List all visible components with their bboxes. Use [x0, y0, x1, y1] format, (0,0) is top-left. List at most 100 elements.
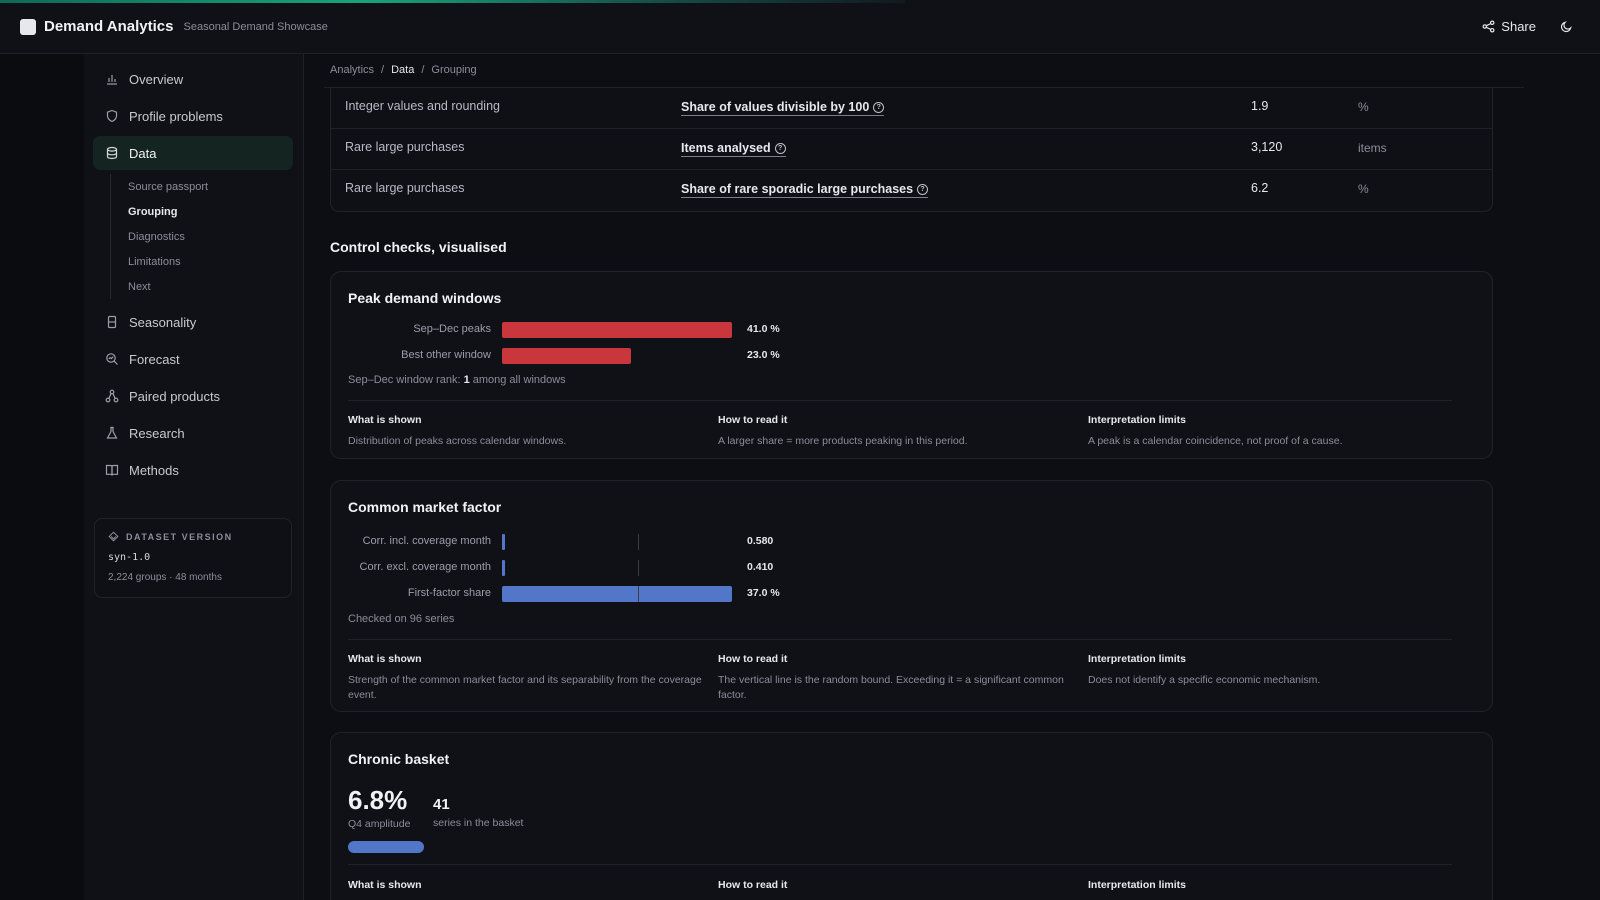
- share-icon: [1482, 20, 1495, 32]
- bar-label: Corr. incl. coverage month: [362, 535, 491, 547]
- sidebar-item-label: Profile problems: [129, 108, 223, 124]
- explain-text: Does not identify a specific economic me…: [1088, 674, 1321, 686]
- layers-icon: [108, 531, 119, 542]
- row-value: 1.9: [1251, 99, 1269, 113]
- dataset-version-label: DATASET VERSION: [126, 531, 233, 542]
- bar-marker: [502, 560, 505, 576]
- help-icon[interactable]: ?: [917, 183, 929, 195]
- explanation-row: What is shown Distribution of peaks acros…: [348, 414, 1458, 449]
- dataset-version-value: syn-1.0: [108, 552, 151, 563]
- explain-heading: What is shown: [348, 879, 422, 891]
- table-row: Integer values and rounding Share of val…: [331, 88, 1492, 129]
- metric-link[interactable]: Share of values divisible by 100?: [681, 100, 885, 116]
- explanation-row: What is shown How to read it Interpretat…: [348, 879, 1458, 899]
- sidebar-item-label: Paired products: [129, 388, 221, 404]
- bar-row: Best other window 23.0 %: [331, 347, 931, 365]
- explain-heading: Interpretation limits: [1088, 879, 1187, 891]
- explain-heading: What is shown: [348, 414, 422, 426]
- bar-fill: [502, 586, 732, 602]
- table-row: Rare large purchases Items analysed? 3,1…: [331, 129, 1492, 170]
- row-value: 3,120: [1251, 140, 1283, 154]
- metric-link[interactable]: Items analysed?: [681, 141, 786, 157]
- bar-row: Sep–Dec peaks 41.0 %: [331, 321, 931, 339]
- explanation-row: What is shown Strength of the common mark…: [348, 653, 1458, 703]
- card-title: Common market factor: [348, 499, 502, 515]
- dataset-version-card: DATASET VERSION syn-1.0 2,224 groups · 4…: [94, 518, 292, 598]
- sidebar-item-label: Methods: [129, 462, 179, 478]
- shield-icon: [106, 109, 118, 123]
- bar-value: 0.580: [747, 535, 774, 547]
- sidebar-item-profile-problems[interactable]: Profile problems: [93, 99, 293, 133]
- bar-label: First-factor share: [407, 587, 491, 599]
- brand[interactable]: Demand Analytics Seasonal Demand Showcas…: [20, 18, 328, 35]
- help-icon[interactable]: ?: [873, 101, 885, 113]
- row-group: Rare large purchases: [345, 140, 465, 154]
- row-group: Integer values and rounding: [345, 99, 500, 113]
- sidebar-item-label: Data: [129, 145, 157, 161]
- card-title: Peak demand windows: [348, 290, 502, 306]
- explain-text: Strength of the common market factor and…: [348, 674, 702, 701]
- explain-heading: Interpretation limits: [1088, 414, 1187, 426]
- bar-value: 23.0 %: [747, 349, 780, 361]
- metric-label: Items analysed: [681, 141, 771, 155]
- note-prefix: Sep–Dec window rank:: [348, 374, 464, 386]
- explain-heading: How to read it: [718, 879, 788, 891]
- divider: [348, 400, 1452, 401]
- sidebar-item-seasonality[interactable]: Seasonality: [93, 305, 293, 339]
- row-group: Rare large purchases: [345, 181, 465, 195]
- explain-text: The vertical line is the random bound. E…: [718, 674, 1064, 701]
- bar-label: Sep–Dec peaks: [413, 323, 491, 335]
- subnav-item-diagnostics[interactable]: Diagnostics: [128, 230, 185, 243]
- sidebar-item-overview[interactable]: Overview: [93, 62, 293, 96]
- amplitude-bar: [348, 841, 424, 853]
- row-unit: %: [1358, 182, 1369, 196]
- peak-demand-card: Peak demand windows Sep–Dec peaks 41.0 %…: [330, 271, 1493, 459]
- share-label: Share: [1501, 18, 1536, 34]
- bar-value: 37.0 %: [747, 587, 780, 599]
- breadcrumb-data[interactable]: Data: [391, 64, 415, 76]
- table-row: Rare large purchases Share of rare spora…: [331, 170, 1492, 211]
- sidebar: [84, 54, 304, 900]
- dataset-meta: 2,224 groups · 48 months: [108, 572, 222, 583]
- bar-fill: [502, 322, 732, 338]
- app-subtitle: Seasonal Demand Showcase: [183, 20, 328, 33]
- bar-row: Corr. excl. coverage month 0.410: [331, 559, 931, 577]
- network-icon: [105, 389, 119, 403]
- breadcrumb-analytics[interactable]: Analytics: [330, 64, 375, 76]
- loading-progress-bar: [0, 0, 905, 3]
- metric-link[interactable]: Share of rare sporadic large purchases?: [681, 182, 929, 198]
- subnav-item-grouping[interactable]: Grouping: [128, 205, 178, 218]
- sidebar-item-research[interactable]: Research: [93, 416, 293, 450]
- share-button[interactable]: Share: [1482, 19, 1536, 34]
- metric-label: Share of rare sporadic large purchases: [681, 182, 914, 196]
- chronic-basket-card: Chronic basket 6.8% Q4 amplitude 41 seri…: [330, 732, 1493, 900]
- bar-value: 41.0 %: [747, 323, 780, 335]
- search-chart-icon: [106, 353, 118, 365]
- explain-text: Distribution of peaks across calendar wi…: [348, 435, 567, 447]
- hourglass-icon: [107, 315, 117, 329]
- subnav-item-limitations[interactable]: Limitations: [128, 255, 181, 268]
- sidebar-item-methods[interactable]: Methods: [93, 453, 293, 487]
- random-bound-line: [638, 534, 639, 550]
- explain-heading: What is shown: [348, 653, 422, 665]
- main-content: Analytics / Data / Grouping Integer valu…: [304, 54, 1600, 900]
- bar-row: Corr. incl. coverage month 0.580: [331, 533, 931, 551]
- subnav-item-source-passport[interactable]: Source passport: [128, 180, 209, 193]
- flask-icon: [106, 426, 118, 439]
- explain-heading: How to read it: [718, 414, 788, 426]
- subnav-item-next[interactable]: Next: [128, 280, 151, 293]
- theme-toggle-button[interactable]: [1558, 18, 1574, 34]
- explain-text: A peak is a calendar coincidence, not pr…: [1088, 435, 1343, 447]
- sidebar-item-paired-products[interactable]: Paired products: [93, 379, 293, 413]
- q4-amplitude-stat: 6.8% Q4 amplitude: [348, 785, 410, 830]
- breadcrumb-separator: /: [381, 64, 385, 76]
- divider: [348, 864, 1452, 865]
- stat-caption: series in the basket: [433, 817, 524, 829]
- help-icon[interactable]: ?: [774, 142, 786, 154]
- sidebar-item-forecast[interactable]: Forecast: [93, 342, 293, 376]
- stat-value: 6.8%: [348, 785, 408, 815]
- sidebar-item-data[interactable]: Data: [93, 136, 293, 170]
- note-rank: 1: [463, 374, 470, 386]
- explain-heading: How to read it: [718, 653, 788, 665]
- stat-value: 41: [433, 796, 450, 813]
